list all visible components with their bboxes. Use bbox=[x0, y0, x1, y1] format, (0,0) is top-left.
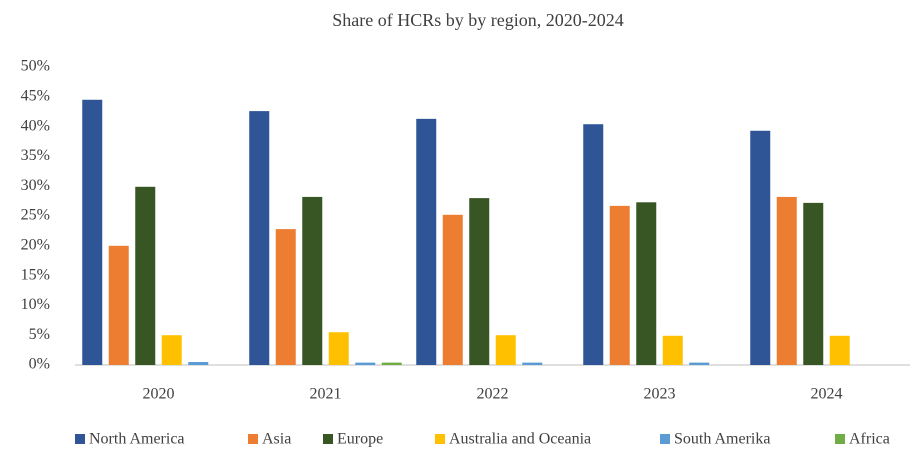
bar bbox=[803, 202, 824, 365]
y-tick-label: 50% bbox=[21, 58, 50, 75]
bar bbox=[108, 245, 129, 365]
bar bbox=[776, 196, 797, 365]
x-tick-label: 2021 bbox=[310, 386, 342, 403]
bar bbox=[495, 335, 516, 365]
legend-swatch bbox=[248, 434, 258, 444]
x-tick-label: 2020 bbox=[143, 386, 175, 403]
legend-label: Europe bbox=[337, 431, 383, 448]
bar bbox=[662, 335, 683, 365]
bar bbox=[829, 335, 850, 365]
bar bbox=[442, 214, 463, 365]
y-tick-label: 40% bbox=[21, 117, 50, 134]
bar bbox=[381, 362, 402, 365]
legend-swatch bbox=[835, 434, 845, 444]
bar bbox=[82, 99, 103, 365]
bar bbox=[302, 196, 323, 365]
bar bbox=[636, 202, 657, 365]
y-tick-label: 10% bbox=[21, 296, 50, 313]
y-tick-label: 5% bbox=[29, 326, 50, 343]
legend-swatch bbox=[75, 434, 85, 444]
bar bbox=[275, 229, 296, 365]
bar bbox=[188, 362, 209, 365]
y-tick-label: 15% bbox=[21, 266, 50, 283]
y-tick-label: 25% bbox=[21, 207, 50, 224]
bar bbox=[689, 362, 710, 365]
bar bbox=[135, 186, 156, 365]
bar bbox=[355, 362, 376, 365]
legend-label: Australia and Oceania bbox=[449, 431, 591, 448]
bar bbox=[469, 198, 490, 365]
y-tick-label: 35% bbox=[21, 147, 50, 164]
bar bbox=[583, 124, 604, 365]
legend-swatch bbox=[660, 434, 670, 444]
y-tick-label: 45% bbox=[21, 87, 50, 104]
legend-label: South Amerika bbox=[674, 431, 770, 448]
legend-label: Africa bbox=[849, 431, 890, 448]
legend-swatch bbox=[435, 434, 445, 444]
y-tick-label: 0% bbox=[29, 356, 50, 373]
bar bbox=[416, 118, 437, 366]
bar bbox=[249, 111, 270, 365]
legend-label: North America bbox=[89, 431, 185, 448]
y-tick-label: 20% bbox=[21, 236, 50, 253]
x-tick-label: 2022 bbox=[477, 386, 509, 403]
bar bbox=[609, 205, 630, 365]
x-tick-label: 2023 bbox=[644, 386, 676, 403]
bar bbox=[161, 335, 182, 365]
legend-label: Asia bbox=[262, 431, 291, 448]
bar bbox=[328, 332, 349, 365]
bar bbox=[522, 362, 543, 365]
y-tick-label: 30% bbox=[21, 177, 50, 194]
legend-swatch bbox=[323, 434, 333, 444]
bar bbox=[750, 130, 771, 365]
chart-title: Share of HCRs by by region, 2020-2024 bbox=[332, 10, 623, 30]
x-tick-label: 2024 bbox=[811, 386, 843, 403]
